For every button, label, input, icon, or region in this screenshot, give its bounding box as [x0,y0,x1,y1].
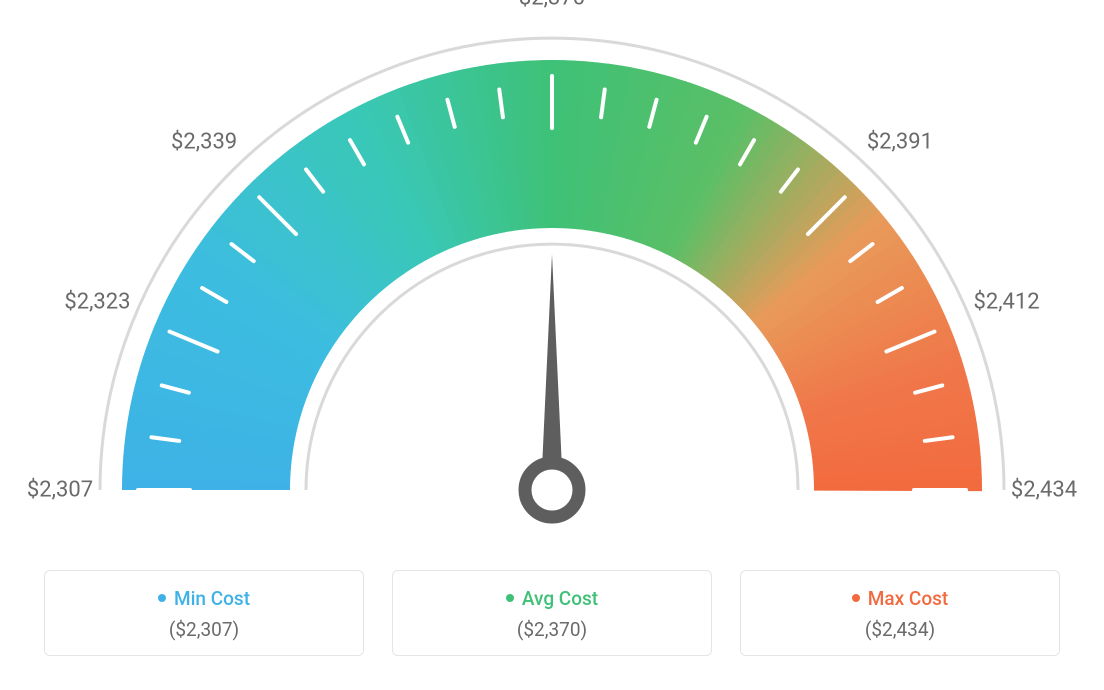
legend-label-avg: Avg Cost [393,587,711,610]
gauge-chart: $2,307 $2,323 $2,339 $2,370 $2,391 $2,412 $2,4… [0,0,1104,560]
gauge-tick-label: $2,412 [973,289,1039,314]
legend-row: Min Cost ($2,307) Avg Cost ($2,370) Max … [0,570,1104,656]
gauge-tick-label: $2,391 [867,130,933,155]
gauge-tick-label: $2,323 [64,289,130,314]
legend-label-min: Min Cost [45,587,363,610]
gauge-tick-label: $2,370 [519,0,585,11]
legend-value-avg: ($2,370) [393,618,711,641]
legend-card-min: Min Cost ($2,307) [44,570,364,656]
legend-card-max: Max Cost ($2,434) [740,570,1060,656]
gauge-tick-label: $2,434 [1011,478,1077,503]
gauge-tick-label: $2,339 [171,130,237,155]
legend-label-max: Max Cost [741,587,1059,610]
legend-value-max: ($2,434) [741,618,1059,641]
gauge-tick-label: $2,307 [27,478,93,503]
legend-value-min: ($2,307) [45,618,363,641]
legend-card-avg: Avg Cost ($2,370) [392,570,712,656]
gauge-svg [0,0,1104,560]
